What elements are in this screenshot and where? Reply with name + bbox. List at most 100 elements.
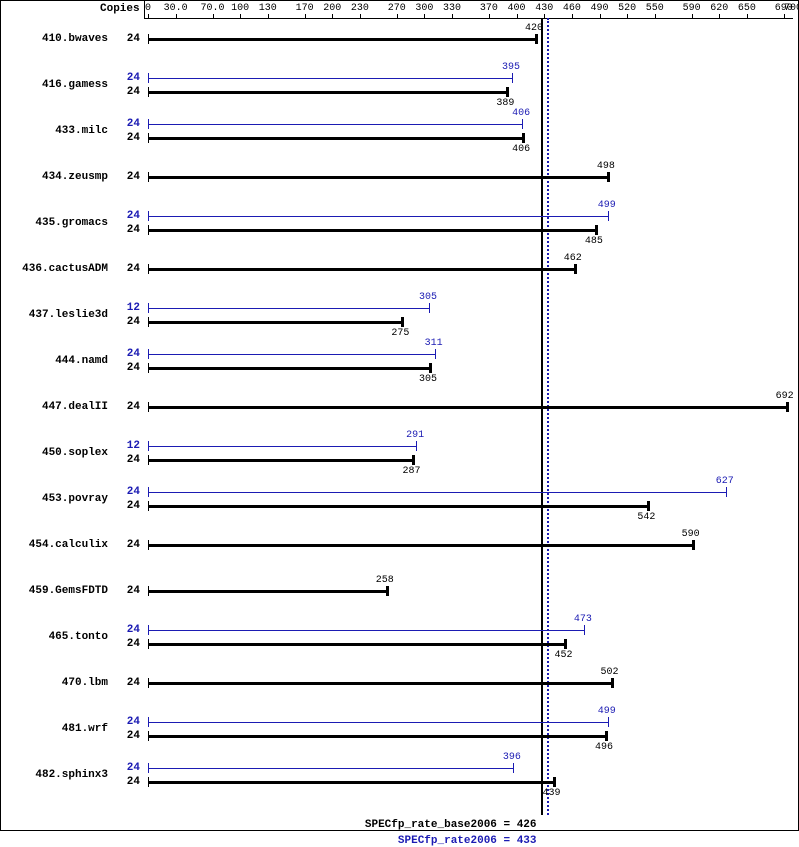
value-label-peak: 395 [502,62,520,73]
x-tick-label: 650 [738,3,756,14]
bar-end-cap [786,402,789,412]
bar-end-cap [605,731,608,741]
x-tick-label: 590 [683,3,701,14]
bar-end-cap [416,441,417,451]
bar-base [148,735,605,738]
x-tick-label: 400 [508,3,526,14]
bar-end-cap [726,487,727,497]
bar-base [148,590,386,593]
copies-base: 24 [0,585,140,597]
bar-base [148,91,506,94]
copies-base: 24 [0,86,140,98]
bar-peak [148,124,522,125]
ref-line-peak [547,18,549,815]
x-tick [360,14,361,18]
x-tick [240,14,241,18]
copies-base: 24 [0,454,140,466]
value-label-peak: 406 [512,108,530,119]
copies-peak: 12 [0,440,140,452]
x-tick [655,14,656,18]
copies-base: 24 [0,171,140,183]
x-tick [489,14,490,18]
x-tick [305,14,306,18]
copies-peak: 24 [0,762,140,774]
bar-end-cap [595,225,598,235]
bar-end-cap [692,540,695,550]
bar-base [148,643,564,646]
x-tick-label: 330 [443,3,461,14]
bar-end-cap [607,172,610,182]
bar-base [148,38,535,41]
bar-end-cap [522,133,525,143]
x-tick [176,14,177,18]
value-label-base: 498 [597,161,615,172]
x-tick-label: 430 [535,3,553,14]
bar-base [148,544,692,547]
bar-peak [148,216,608,217]
value-label-base: 420 [525,23,543,34]
copies-base: 24 [0,539,140,551]
x-tick-label: 100 [231,3,249,14]
x-tick [600,14,601,18]
bar-peak [148,768,513,769]
bar-end-cap [429,303,430,313]
copies-peak: 12 [0,302,140,314]
x-tick [424,14,425,18]
value-label-peak: 311 [425,338,443,349]
copies-base: 24 [0,401,140,413]
x-tick [544,14,545,18]
x-tick-label: 300 [415,3,433,14]
specfp-rate-chart: Copies030.070.01001301702002302703003303… [0,0,799,831]
value-label-base: 439 [543,788,561,799]
x-tick [268,14,269,18]
value-label-base: 452 [554,650,572,661]
summary-peak: SPECfp_rate2006 = 433 [0,835,537,847]
value-label-peak: 291 [406,430,424,441]
value-label-base: 258 [376,575,394,586]
x-tick [332,14,333,18]
x-tick [397,14,398,18]
copies-base: 24 [0,638,140,650]
value-label-base: 542 [637,512,655,523]
bar-end-cap [611,678,614,688]
x-tick-label: 0 [145,3,151,14]
bar-base [148,176,607,179]
x-tick [517,14,518,18]
copies-base: 24 [0,362,140,374]
bar-end-cap [513,763,514,773]
bar-peak [148,354,435,355]
x-tick [213,14,214,18]
bar-end-cap [564,639,567,649]
value-label-base: 406 [512,144,530,155]
summary-base: SPECfp_rate_base2006 = 426 [0,819,537,831]
bar-end-cap [608,211,609,221]
x-tick-label: 520 [618,3,636,14]
value-label-base: 692 [776,391,794,402]
bar-end-cap [401,317,404,327]
bar-end-cap [608,717,609,727]
x-tick-label: 270 [388,3,406,14]
bar-end-cap [574,264,577,274]
value-label-base: 275 [391,328,409,339]
bar-peak [148,722,608,723]
bar-base [148,268,574,271]
x-tick-label: 460 [563,3,581,14]
bar-peak [148,446,416,447]
x-tick [452,14,453,18]
copies-peak: 24 [0,210,140,222]
bar-base [148,781,553,784]
x-tick-label: 490 [590,3,608,14]
value-label-base: 485 [585,236,603,247]
bar-end-cap [412,455,415,465]
x-tick [572,14,573,18]
value-label-base: 502 [601,667,619,678]
x-tick-label: 620 [710,3,728,14]
bar-end-cap [647,501,650,511]
x-tick-label: 370 [480,3,498,14]
bar-base [148,229,595,232]
value-label-peak: 627 [716,476,734,487]
copies-base: 24 [0,500,140,512]
bar-base [148,406,786,409]
value-label-peak: 396 [503,752,521,763]
bar-peak [148,78,512,79]
